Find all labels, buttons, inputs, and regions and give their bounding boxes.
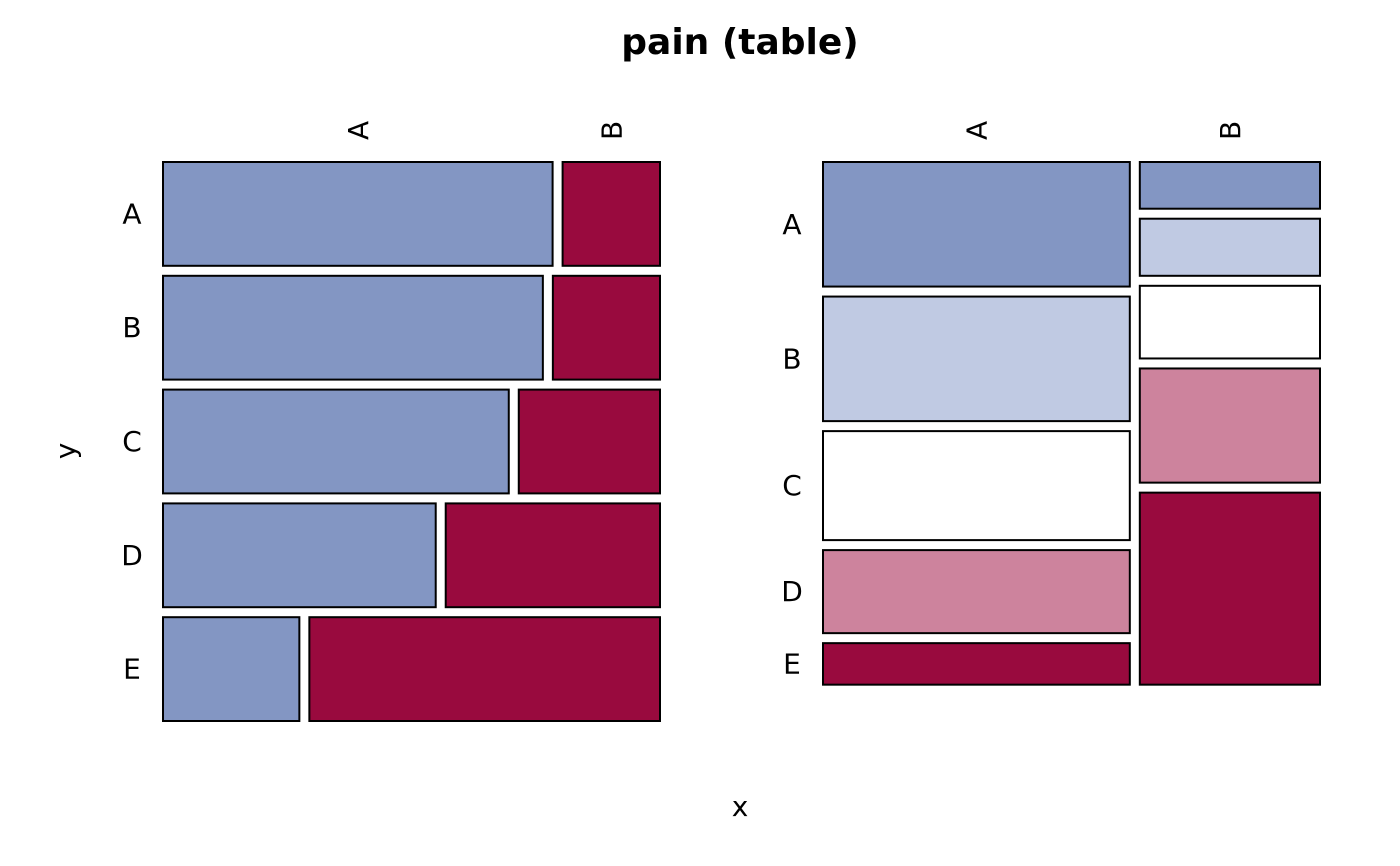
mosaic-tile: [444, 502, 661, 609]
mosaic-tile: [1138, 367, 1322, 484]
mosaic-tile: [517, 388, 662, 495]
x-tick-label: A: [960, 121, 993, 140]
y-tick-label: E: [783, 647, 801, 680]
mosaic-panel-right: A B C D E A B: [781, 121, 1322, 686]
mosaic-tile: [551, 274, 661, 381]
chart-title: pain (table): [621, 22, 859, 63]
mosaic-tile: [162, 161, 554, 267]
mosaic-tile: [162, 274, 544, 381]
y-axis-label: y: [49, 443, 82, 460]
mosaic-panel-left: A B C D E A B: [121, 121, 662, 723]
mosaic-tile: [822, 295, 1131, 423]
x-axis-label: x: [732, 790, 749, 823]
mosaic-tile: [162, 502, 437, 609]
mosaic-tile: [308, 616, 661, 723]
mosaic-tile: [822, 549, 1131, 635]
mosaic-tile: [561, 161, 661, 267]
y-tick-label: B: [122, 311, 141, 344]
y-tick-label: A: [122, 197, 141, 230]
x-tick-label: B: [1214, 121, 1247, 140]
mosaic-tile: [1138, 161, 1322, 210]
mosaic-tile: [1138, 217, 1322, 277]
mosaic-tile: [822, 642, 1131, 686]
y-tick-label: D: [121, 539, 143, 572]
y-tick-label: D: [781, 575, 803, 608]
y-tick-label: A: [782, 208, 801, 241]
x-tick-label: A: [342, 121, 375, 140]
y-tick-label: C: [122, 425, 142, 458]
mosaic-tile: [1138, 284, 1322, 360]
y-tick-label: E: [123, 653, 141, 686]
y-tick-label: B: [782, 342, 801, 375]
mosaic-tile: [162, 616, 301, 723]
mosaic-tile: [822, 430, 1131, 542]
y-tick-label: C: [782, 469, 802, 502]
mosaic-tile: [822, 161, 1131, 288]
x-tick-label: B: [595, 121, 628, 140]
mosaic-tile: [162, 388, 510, 495]
mosaic-tile: [1138, 491, 1322, 686]
